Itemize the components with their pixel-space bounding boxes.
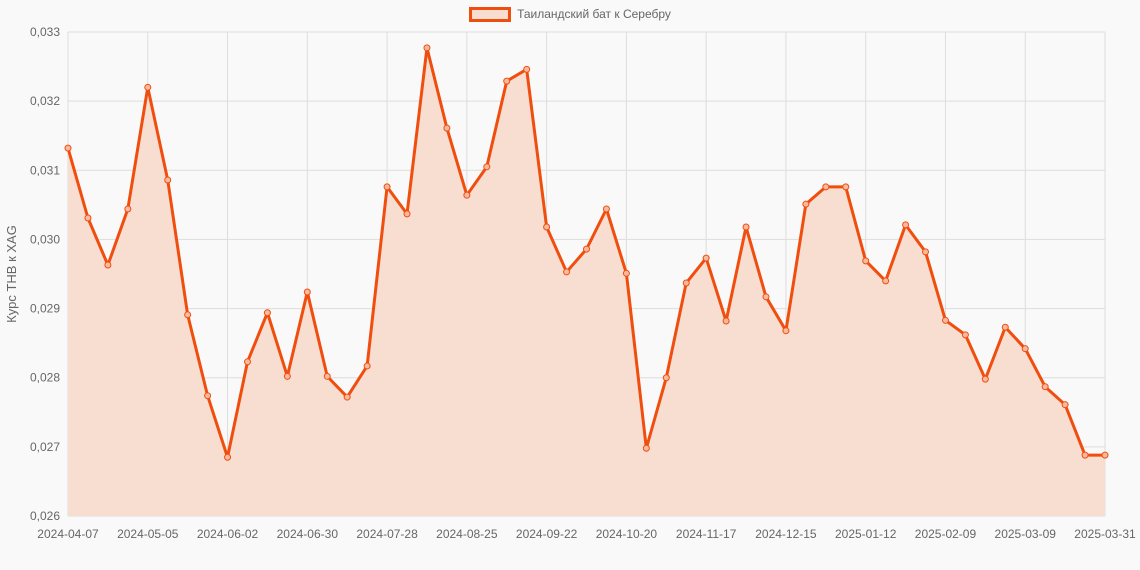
- data-point[interactable]: [941, 316, 949, 324]
- x-tick-label: 2025-03-09: [995, 527, 1057, 541]
- data-point[interactable]: [403, 210, 411, 218]
- data-point[interactable]: [443, 124, 451, 132]
- x-tick-label: 2024-08-25: [436, 527, 498, 541]
- data-point[interactable]: [363, 362, 371, 370]
- x-axis: 2024-04-07 2024-05-05 2024-06-02 2024-06-30…: [37, 527, 1136, 541]
- y-tick-label: 0,028: [30, 371, 60, 385]
- y-tick-label: 0,029: [30, 302, 60, 316]
- y-tick-label: 0,030: [30, 232, 60, 246]
- x-tick-label: 2024-05-05: [117, 527, 179, 541]
- data-point[interactable]: [423, 44, 431, 52]
- x-tick-label: 2024-07-28: [356, 527, 418, 541]
- data-points: [64, 44, 1109, 461]
- data-point[interactable]: [802, 200, 810, 208]
- y-tick-label: 0,027: [30, 440, 60, 454]
- data-point[interactable]: [383, 183, 391, 191]
- data-point[interactable]: [463, 191, 471, 199]
- x-tick-label: 2024-10-20: [596, 527, 658, 541]
- data-point[interactable]: [323, 372, 331, 380]
- data-point[interactable]: [1021, 345, 1029, 353]
- x-tick-label: 2024-06-02: [197, 527, 259, 541]
- data-point[interactable]: [483, 163, 491, 171]
- y-tick-label: 0,031: [30, 163, 60, 177]
- data-point[interactable]: [543, 223, 551, 231]
- data-point[interactable]: [1001, 323, 1009, 331]
- x-tick-label: 2025-01-12: [835, 527, 897, 541]
- data-point[interactable]: [642, 444, 650, 452]
- x-tick-label: 2025-02-09: [915, 527, 977, 541]
- data-point[interactable]: [583, 245, 590, 253]
- legend-swatch: [469, 7, 512, 23]
- data-point[interactable]: [682, 279, 690, 287]
- x-tick-label: 2025-03-31: [1074, 527, 1136, 541]
- data-point[interactable]: [523, 65, 531, 73]
- y-axis-label: Курс THB к XAG: [4, 225, 19, 323]
- data-point[interactable]: [224, 453, 232, 461]
- data-point[interactable]: [204, 392, 212, 400]
- data-point[interactable]: [842, 183, 850, 191]
- series-area: [68, 47, 1105, 516]
- x-tick-label: 2024-09-22: [516, 527, 578, 541]
- data-point[interactable]: [263, 309, 271, 317]
- data-point[interactable]: [343, 393, 351, 401]
- data-point[interactable]: [622, 269, 630, 277]
- y-tick-label: 0,026: [30, 509, 60, 523]
- y-tick-label: 0,032: [30, 94, 60, 108]
- data-point[interactable]: [902, 221, 910, 229]
- data-point[interactable]: [64, 144, 72, 152]
- data-point[interactable]: [303, 288, 311, 296]
- data-point[interactable]: [822, 183, 830, 191]
- data-point[interactable]: [84, 214, 92, 222]
- data-point[interactable]: [503, 77, 511, 85]
- data-point[interactable]: [1101, 451, 1109, 459]
- data-point[interactable]: [144, 83, 152, 91]
- x-tick-label: 2024-11-17: [676, 527, 737, 541]
- data-point[interactable]: [563, 268, 571, 276]
- data-point[interactable]: [722, 317, 730, 325]
- data-point[interactable]: [782, 327, 790, 335]
- data-point[interactable]: [882, 277, 890, 285]
- data-point[interactable]: [184, 311, 192, 319]
- x-tick-label: 2024-06-30: [277, 527, 339, 541]
- data-point[interactable]: [762, 293, 770, 301]
- data-point[interactable]: [702, 254, 710, 262]
- data-point[interactable]: [602, 205, 610, 213]
- data-point[interactable]: [961, 331, 969, 339]
- data-point[interactable]: [742, 223, 750, 231]
- data-point[interactable]: [124, 205, 132, 213]
- y-tick-label: 0,033: [30, 25, 60, 39]
- legend[interactable]: Таиландский бат к Серебру: [0, 7, 1140, 23]
- legend-label: Таиландский бат к Серебру: [517, 7, 671, 21]
- data-point[interactable]: [243, 358, 251, 366]
- data-point[interactable]: [862, 257, 870, 265]
- data-point[interactable]: [981, 375, 989, 383]
- data-point[interactable]: [1061, 401, 1069, 409]
- data-point[interactable]: [1081, 451, 1089, 459]
- data-point[interactable]: [1041, 383, 1049, 391]
- x-tick-label: 2024-04-07: [37, 527, 99, 541]
- data-point[interactable]: [104, 261, 112, 269]
- x-tick-label: 2024-12-15: [755, 527, 817, 541]
- data-point[interactable]: [922, 248, 930, 256]
- data-point[interactable]: [662, 374, 670, 382]
- data-point[interactable]: [164, 176, 172, 184]
- y-axis: 0,026 0,027 0,028 0,029 0,030 0,031 0,032 0,033: [30, 25, 60, 523]
- data-point[interactable]: [283, 372, 291, 380]
